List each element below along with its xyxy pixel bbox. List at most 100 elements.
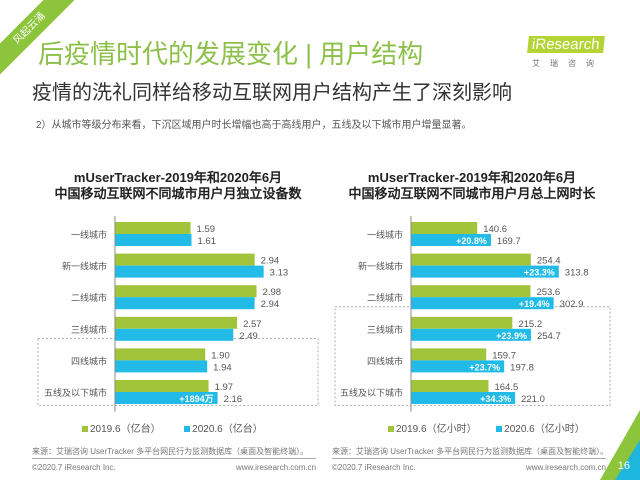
category-label: 一线城市 — [71, 229, 107, 240]
data-label: 2.49 — [239, 331, 258, 342]
data-label: 2.94 — [261, 299, 280, 310]
divider — [332, 458, 606, 459]
logo-cn: 艾瑞咨询 — [532, 59, 604, 68]
data-label: 221.0 — [521, 394, 545, 405]
category-label: 五线及以下城市 — [44, 387, 107, 398]
bar-2020 — [115, 265, 264, 278]
data-label: 253.6 — [536, 287, 560, 298]
bar-2020 — [411, 265, 559, 278]
category-label: 五线及以下城市 — [340, 387, 403, 398]
bar-2019 — [411, 253, 531, 266]
data-label: 169.7 — [497, 236, 521, 247]
chart2-title-line2: 中国移动互联网不同城市用户月总上网时长 — [348, 186, 596, 201]
bar-2019 — [115, 285, 257, 298]
corner-decoration-blue — [615, 440, 640, 480]
bar-2019 — [115, 348, 206, 361]
chart1-title: mUserTracker-2019年和2020年6月 中国移动互联网不同城市用户… — [28, 170, 328, 202]
category-label: 三线城市 — [367, 324, 403, 335]
chart1-source: 来源：艾瑞咨询 UserTracker 多平台网民行为监测数据库（桌面及智能终端… — [32, 447, 309, 456]
legend-2020: 2020.6（亿小时） — [504, 424, 585, 435]
category-label: 二线城市 — [71, 292, 107, 303]
legend-swatch-2019 — [82, 426, 88, 432]
bar-2020 — [115, 234, 192, 246]
legend-2020: 2020.6（亿台） — [192, 424, 263, 435]
category-label: 四线城市 — [367, 355, 403, 366]
data-label: 197.8 — [510, 362, 534, 373]
data-label: 1.59 — [197, 224, 216, 235]
bar-2020 — [115, 360, 208, 373]
growth-annotation: +1894万 — [179, 394, 213, 404]
data-label: 2.57 — [243, 319, 262, 330]
category-label: 一线城市 — [367, 229, 403, 240]
chart1-website[interactable]: www.iresearch.com.cn — [236, 463, 317, 472]
growth-annotation: +34.3% — [480, 394, 511, 404]
bar-2019 — [115, 380, 209, 392]
category-label: 三线城市 — [71, 324, 107, 335]
data-label: 1.94 — [213, 362, 232, 373]
category-label: 新一线城市 — [358, 261, 403, 272]
bar-2019 — [411, 380, 489, 392]
data-label: 215.2 — [518, 319, 542, 330]
bar-2019 — [115, 222, 191, 234]
bar-2020 — [411, 328, 531, 341]
data-label: 159.7 — [492, 350, 516, 361]
bar-2019 — [411, 348, 487, 361]
chart1-legend: 2019.6（亿台） 2020.6（亿台） — [82, 420, 263, 435]
data-label: 140.6 — [483, 224, 507, 235]
data-label: 2.98 — [263, 287, 282, 298]
iresearch-logo: iResearch 艾瑞咨询 — [527, 36, 632, 69]
legend-swatch-2019 — [388, 426, 394, 432]
legend-2019: 2019.6（亿小时） — [396, 424, 477, 435]
legend-swatch-2020 — [184, 426, 191, 432]
page-title: 后疫情时代的发展变化 | 用户结构 — [38, 39, 424, 69]
bar-2020 — [411, 234, 491, 246]
data-label: 3.13 — [270, 268, 289, 279]
chart2-source: 来源：艾瑞咨询 UserTracker 多平台网民行为监测数据库（桌面及智能终端… — [332, 447, 609, 456]
chart2-website[interactable]: www.iresearch.com.cn — [525, 463, 606, 472]
bar-2019 — [411, 285, 531, 298]
growth-annotation: +23.3% — [524, 268, 555, 278]
data-label: 1.61 — [197, 236, 216, 247]
bar-2020 — [115, 392, 218, 404]
data-label: 254.7 — [537, 331, 561, 342]
bar-2020 — [115, 297, 255, 310]
chart1-title-line2: 中国移动互联网不同城市用户月独立设备数 — [54, 186, 302, 201]
bar-2020 — [411, 297, 554, 310]
data-label: 1.90 — [211, 350, 230, 361]
growth-annotation: +20.8% — [456, 236, 487, 246]
data-label: 2.94 — [261, 256, 280, 267]
bar-2020 — [115, 328, 234, 341]
data-label: 302.9 — [560, 299, 584, 310]
chart2-copyright: ©2020.7 iResearch Inc. — [332, 463, 416, 472]
legend-swatch-2020 — [496, 426, 503, 432]
bar-2019 — [411, 316, 513, 329]
page-note: 2）从城市等级分布来看，下沉区域用户时长增幅也高于高线用户，五线及以下城市用户增… — [36, 120, 472, 131]
growth-annotation: +23.7% — [469, 362, 500, 372]
category-label: 二线城市 — [367, 292, 403, 303]
legend-2019: 2019.6（亿台） — [90, 424, 161, 435]
bar-2019 — [115, 253, 255, 266]
category-label: 新一线城市 — [62, 261, 107, 272]
bar-2019 — [411, 222, 478, 234]
category-label: 四线城市 — [71, 355, 107, 366]
chart1-copyright: ©2020.7 iResearch Inc. — [32, 463, 116, 472]
data-label: 164.5 — [494, 382, 518, 393]
chart1-title-line1: mUserTracker-2019年和2020年6月 — [73, 170, 283, 185]
bar-2020 — [411, 360, 505, 373]
bar-2020 — [411, 392, 516, 404]
page-subtitle: 疫情的洗礼同样给移动互联网用户结构产生了深刻影响 — [32, 82, 512, 104]
growth-annotation: +19.4% — [519, 299, 550, 309]
chart2-legend: 2019.6（亿小时） 2020.6（亿小时） — [388, 420, 585, 435]
data-label: 254.4 — [537, 256, 561, 267]
chart2-title: mUserTracker-2019年和2020年6月 中国移动互联网不同城市用户… — [322, 170, 622, 202]
data-label: 313.8 — [565, 268, 589, 279]
page-number: 16 — [617, 460, 630, 472]
bar-2019 — [115, 316, 238, 329]
chart2-title-line1: mUserTracker-2019年和2020年6月 — [367, 170, 577, 185]
divider — [32, 458, 316, 459]
data-label: 1.97 — [215, 382, 234, 393]
data-label: 2.16 — [224, 394, 243, 405]
growth-annotation: +23.9% — [496, 331, 527, 341]
